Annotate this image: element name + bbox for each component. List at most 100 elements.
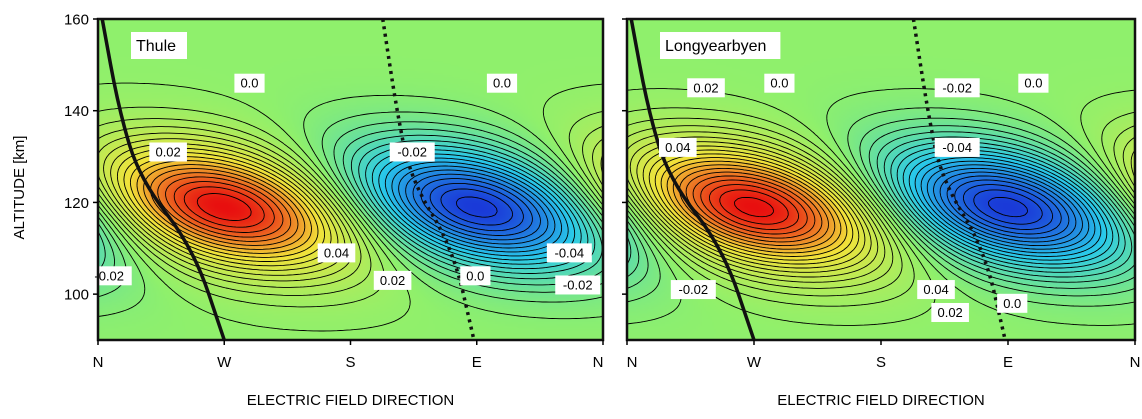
contour-label: 0.0 xyxy=(486,73,518,93)
contour-label-text: -0.02 xyxy=(942,80,972,95)
contour-line xyxy=(420,178,533,236)
contour-line xyxy=(440,188,514,226)
contour-label-text: 0.0 xyxy=(493,76,511,91)
contour-label-text: 0.0 xyxy=(466,268,484,283)
contour-label: 0.02 xyxy=(373,270,412,290)
panel-label: Thule xyxy=(136,38,176,55)
contour-line xyxy=(98,126,603,288)
contour-line xyxy=(165,176,284,238)
contour-label-text: 0.0 xyxy=(1003,296,1021,311)
contour-label-text: -0.02 xyxy=(397,144,427,159)
contour-label-text: 0.04 xyxy=(324,245,349,260)
contour-line xyxy=(685,171,823,243)
contour-label: 0.04 xyxy=(659,137,697,157)
contour-label: 0.0 xyxy=(764,73,795,93)
contour-line xyxy=(173,181,275,233)
contour-line xyxy=(455,196,498,218)
y-tick-label: 120 xyxy=(64,195,89,212)
axis-ticks: N W S E N 100 120 140 160 xyxy=(64,12,604,371)
solid-curve xyxy=(100,19,226,340)
panel-label: Longyearbyen xyxy=(665,38,766,55)
contour-line xyxy=(920,160,1096,254)
contour-label-text: 0.04 xyxy=(665,140,690,155)
contour-label-text: 0.0 xyxy=(770,76,788,91)
contour-label-text: 0.0 xyxy=(240,76,258,91)
contour-labels: 0.0 0.0 0.02 0.04 -0.02 -0.04 -0.02 0.04 0.02 0.0 xyxy=(659,73,1049,322)
contour-line xyxy=(398,165,556,249)
chart-panel-longyearbyen: 0.0 0.00.020.04-0.02-0.04-0.02 0.040.020.0… xyxy=(622,17,1141,409)
contour-line xyxy=(98,82,603,332)
y-tick-label: 140 xyxy=(64,103,89,120)
contour-line xyxy=(700,179,808,235)
contour-line xyxy=(627,131,1135,283)
overlay-lines xyxy=(629,19,1007,340)
contour-line xyxy=(627,88,1135,326)
contour-line xyxy=(666,160,842,254)
contour-line xyxy=(98,94,603,320)
x-tick-label: S xyxy=(876,354,886,371)
x-tick-label: W xyxy=(217,354,232,371)
contour-label: 0.02 xyxy=(931,302,969,322)
contour-line xyxy=(358,140,596,274)
solid-curve xyxy=(629,19,756,340)
contour-line xyxy=(627,125,1135,289)
contour-label-text: -0.04 xyxy=(555,245,585,260)
contour-label-text: -0.02 xyxy=(563,277,593,292)
contour-label: 0.0 xyxy=(234,73,265,93)
x-axis-label: ELECTRIC FIELD DIRECTION xyxy=(247,392,455,409)
panel-label-box: Longyearbyen xyxy=(660,32,781,59)
contour-line xyxy=(196,193,252,221)
contour-label: -0.02 xyxy=(934,78,980,98)
contour-line xyxy=(405,169,549,245)
contour-label: 0.04 xyxy=(917,280,955,300)
contour-line xyxy=(98,118,603,296)
contour-label-text: -0.02 xyxy=(94,268,124,283)
y-tick-label: 160 xyxy=(64,12,89,29)
x-axis-label: ELECTRIC FIELD DIRECTION xyxy=(777,392,985,409)
x-tick-label: W xyxy=(747,354,762,371)
contour-label: -0.02 xyxy=(555,275,601,295)
contour-label-text: 0.02 xyxy=(937,305,962,320)
contour-label-text: 0.02 xyxy=(155,144,180,159)
y-axis-label: ALTITUDE [km] xyxy=(11,136,28,240)
contour-label: 0.0 xyxy=(1018,73,1049,93)
contour-line xyxy=(708,184,800,230)
contour-line xyxy=(157,172,292,242)
contour-label: -0.02 xyxy=(389,142,435,162)
y-tick-label: 100 xyxy=(64,287,89,304)
contour-line xyxy=(926,164,1090,250)
contour-label: -0.04 xyxy=(546,243,592,263)
x-tick-label: N xyxy=(93,354,104,371)
field-colormap xyxy=(98,19,603,340)
contour-line xyxy=(962,184,1054,230)
contour-line xyxy=(672,164,836,250)
contour-line xyxy=(988,196,1029,218)
x-tick-label: N xyxy=(1130,354,1141,371)
contour-line xyxy=(183,186,265,228)
contour-line xyxy=(629,136,879,278)
contour-label-text: 0.04 xyxy=(923,282,948,297)
contour-line xyxy=(98,128,603,286)
chart-panel-thule: 0.0 0.0 0.02 -0.02 0.04 0.02 -0.02 -0.04 -0.02 0.… xyxy=(11,12,605,409)
contour-line xyxy=(946,175,1070,239)
contour-label-text: -0.04 xyxy=(942,140,972,155)
contour-line xyxy=(914,157,1102,257)
contour-line xyxy=(719,189,789,225)
contour-line xyxy=(890,141,1126,273)
contour-label: -0.04 xyxy=(934,137,980,157)
contour-line xyxy=(973,189,1043,225)
dotted-curve xyxy=(911,19,1007,340)
contour-labels: 0.0 0.0 0.02 -0.02 0.04 0.02 -0.02 -0.04 -0.02 0.… xyxy=(86,73,601,295)
contour-label: 0.0 xyxy=(460,266,491,286)
x-tick-label: N xyxy=(593,354,604,371)
contour-label: 0.04 xyxy=(317,243,356,263)
contour-line xyxy=(98,132,603,282)
contour-line xyxy=(954,179,1062,235)
contour-label: -0.02 xyxy=(670,280,716,300)
x-tick-label: N xyxy=(627,354,638,371)
contour-line xyxy=(627,117,1135,297)
contour-label-text: 0.02 xyxy=(380,273,405,288)
x-tick-label: S xyxy=(345,354,355,371)
